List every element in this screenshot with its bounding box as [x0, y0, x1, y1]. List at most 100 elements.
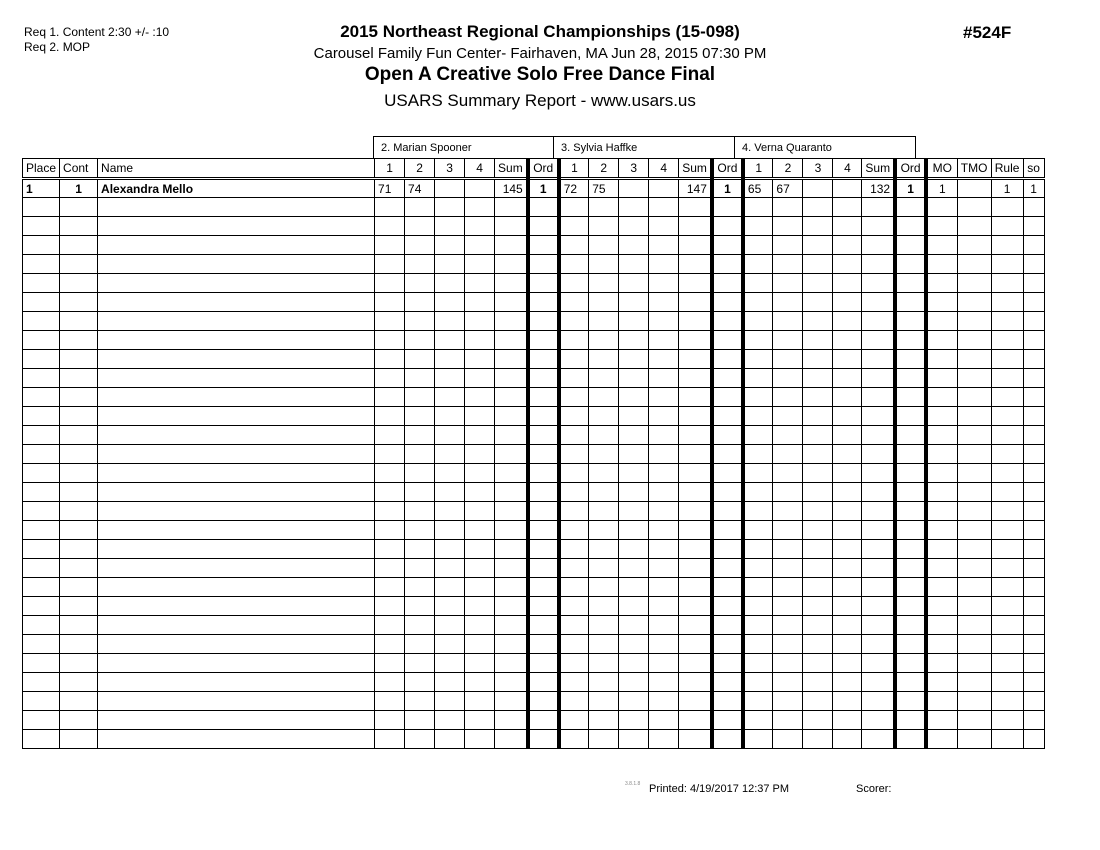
j2-1-cell [374, 254, 406, 274]
rule-cell [990, 615, 1024, 635]
j2-3-cell [434, 330, 466, 350]
j4-3-cell [802, 520, 834, 540]
j3-ord-cell [709, 273, 744, 293]
place-cell [21, 653, 61, 673]
so-cell [1022, 292, 1045, 312]
rule-cell [990, 729, 1024, 749]
j3-2-cell [588, 653, 620, 673]
mo-cell [924, 710, 958, 730]
j3-ord-cell [709, 520, 744, 540]
j2-ord-cell [525, 520, 560, 540]
tmo-cell [956, 501, 992, 521]
place-cell [21, 406, 61, 426]
j2-2-cell [404, 349, 436, 369]
j3-ord-cell [709, 216, 744, 236]
j4-3-cell: 3 [802, 158, 834, 180]
tmo-cell [956, 311, 992, 331]
j4-3-cell [802, 368, 834, 388]
j2-sum-cell [494, 349, 529, 369]
j3-1-cell [556, 710, 590, 730]
j3-3-cell [618, 216, 650, 236]
j2-3-cell [434, 482, 466, 502]
mo-cell [924, 691, 958, 711]
j2-3-cell [434, 216, 466, 236]
j4-4-cell [832, 330, 863, 350]
j3-2-cell [588, 463, 620, 483]
j4-4-cell [832, 406, 863, 426]
so-cell [1022, 254, 1045, 274]
mo-cell [924, 235, 958, 255]
j3-2-cell [588, 197, 620, 217]
j2-ord-cell [525, 197, 560, 217]
j2-sum-cell [494, 387, 529, 407]
j3-2-cell [588, 615, 620, 635]
j3-3-cell [618, 406, 650, 426]
j3-ord-cell [709, 634, 744, 654]
j2-2-cell [404, 577, 436, 597]
j2-2-cell [404, 615, 436, 635]
j2-1-cell [374, 558, 406, 578]
j4-sum-cell [861, 273, 896, 293]
tmo-cell [956, 254, 992, 274]
rule-cell [990, 501, 1024, 521]
j4-2-cell [772, 292, 804, 312]
j2-sum-cell [494, 330, 529, 350]
rule-cell [990, 653, 1024, 673]
table-row [21, 539, 1045, 559]
j4-2-cell [772, 463, 804, 483]
j2-2-cell [404, 539, 436, 559]
j2-2-cell: 74 [404, 178, 436, 198]
j3-3-cell [618, 292, 650, 312]
j4-1-cell [740, 197, 774, 217]
j4-3-cell [802, 482, 834, 502]
j4-1-cell [740, 444, 774, 464]
j3-3-cell [618, 615, 650, 635]
j3-4-cell [648, 520, 680, 540]
place-cell [21, 235, 61, 255]
j2-sum-cell [494, 311, 529, 331]
j2-2-cell [404, 387, 436, 407]
j4-4-cell [832, 273, 863, 293]
j2-3-cell [434, 406, 466, 426]
cont-cell [59, 444, 99, 464]
j4-2-cell [772, 520, 804, 540]
mo-cell [924, 577, 958, 597]
j2-2-cell [404, 368, 436, 388]
j2-3-cell [434, 691, 466, 711]
j2-3-cell [434, 539, 466, 559]
j3-2-cell [588, 406, 620, 426]
place-cell [21, 216, 61, 236]
place-cell [21, 577, 61, 597]
j4-3-cell [802, 539, 834, 559]
j3-4-cell [648, 425, 680, 445]
rule-cell [990, 482, 1024, 502]
j2-4-cell [464, 406, 496, 426]
j3-sum-cell [678, 691, 713, 711]
table-row [21, 292, 1045, 312]
rule-cell [990, 406, 1024, 426]
j2-sum-cell [494, 539, 529, 559]
j4-ord-cell [893, 729, 927, 749]
j4-sum-cell [861, 672, 896, 692]
name-cell [97, 482, 376, 502]
rule-cell [990, 235, 1024, 255]
j4-2-cell [772, 558, 804, 578]
j3-4-cell [648, 539, 680, 559]
j2-sum-cell [494, 691, 529, 711]
cont-cell [59, 501, 99, 521]
j2-1-cell [374, 710, 406, 730]
j2-2-cell [404, 197, 436, 217]
j2-ord-cell [525, 216, 560, 236]
j4-3-cell [802, 672, 834, 692]
j3-1-cell [556, 311, 590, 331]
j2-3-cell [434, 311, 466, 331]
so-cell [1022, 501, 1045, 521]
j4-1-cell [740, 710, 774, 730]
cont-cell [59, 539, 99, 559]
j3-ord-cell [709, 292, 744, 312]
place-cell [21, 463, 61, 483]
j4-4-cell [832, 463, 863, 483]
j3-sum-cell [678, 292, 713, 312]
j2-ord-cell [525, 368, 560, 388]
j2-3-cell [434, 653, 466, 673]
